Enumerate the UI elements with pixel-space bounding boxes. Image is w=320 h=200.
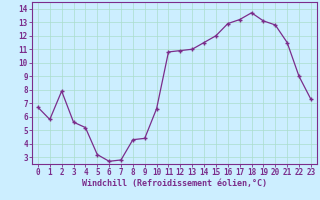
X-axis label: Windchill (Refroidissement éolien,°C): Windchill (Refroidissement éolien,°C) (82, 179, 267, 188)
